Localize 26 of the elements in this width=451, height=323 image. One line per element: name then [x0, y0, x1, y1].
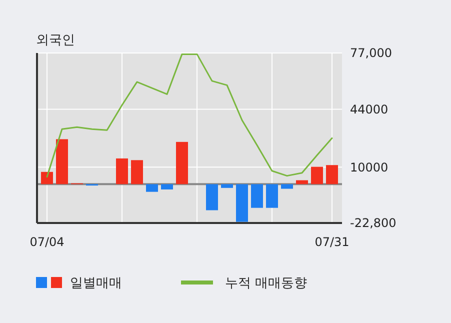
- bar: [251, 184, 263, 208]
- y-tick-label: 44000: [350, 102, 388, 116]
- y-tick-label: -22,800: [350, 216, 396, 230]
- bar: [176, 142, 188, 184]
- bar: [116, 158, 128, 184]
- bar: [146, 184, 158, 192]
- bar: [296, 180, 308, 184]
- bar: [131, 160, 143, 184]
- legend-label: 일별매매: [70, 276, 122, 291]
- bar: [221, 184, 233, 188]
- bar: [56, 139, 68, 184]
- chart-title: 외국인: [36, 33, 75, 48]
- bar: [266, 184, 278, 208]
- bar: [206, 184, 218, 210]
- line-series: [46, 53, 333, 178]
- bar: [311, 166, 323, 184]
- bar: [281, 184, 293, 189]
- legend-label: 누적 매매동향: [225, 276, 308, 291]
- bar: [236, 184, 248, 222]
- y-tick-label: 10000: [350, 160, 388, 174]
- bar: [326, 165, 338, 184]
- bar: [41, 172, 53, 184]
- bar: [161, 184, 173, 190]
- x-tick-label: 07/31: [314, 235, 350, 249]
- y-tick-label: 77,000: [350, 46, 392, 60]
- x-tick-label: 07/04: [30, 235, 64, 249]
